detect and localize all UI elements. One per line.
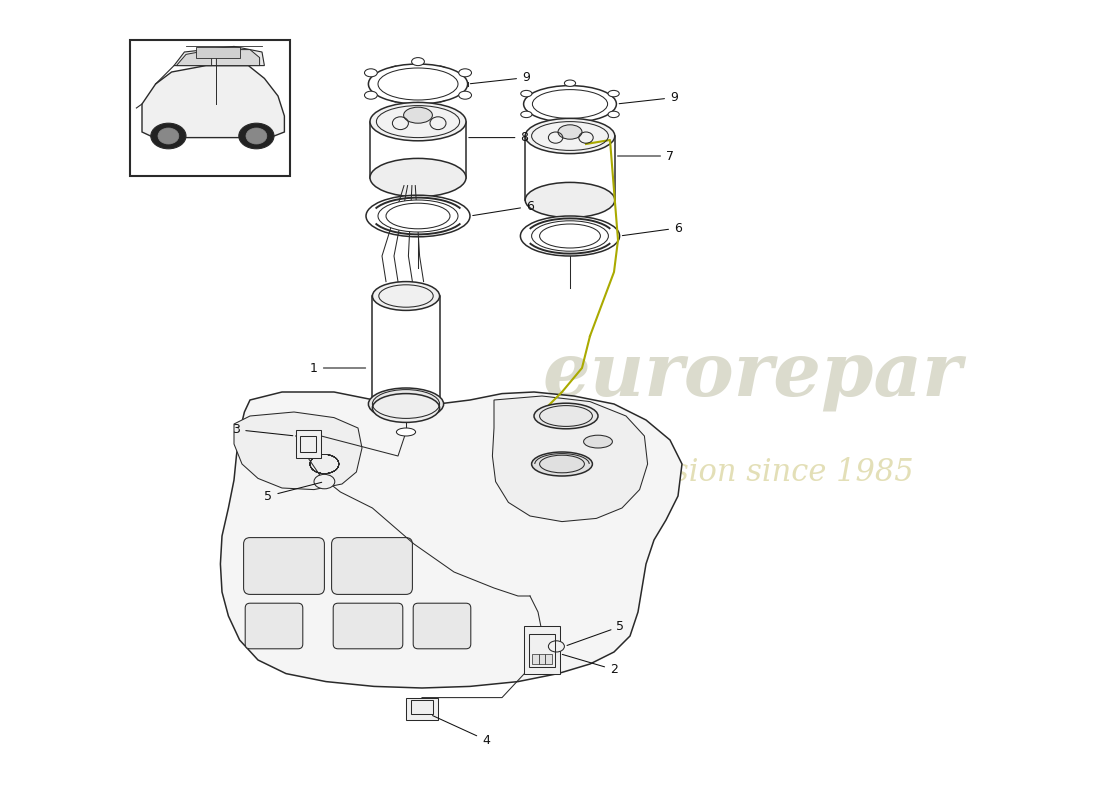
Text: 1: 1 [310,362,365,374]
FancyBboxPatch shape [331,538,412,594]
Bar [130,40,290,176]
Text: 9: 9 [471,71,530,84]
Polygon shape [234,412,362,490]
Text: 9: 9 [619,91,678,104]
Text: 6: 6 [473,200,534,215]
Text: 3: 3 [232,423,293,436]
Ellipse shape [534,403,598,429]
FancyBboxPatch shape [333,603,403,649]
FancyBboxPatch shape [245,603,302,649]
Bar [410,700,433,714]
Bar [406,698,438,720]
Bar [196,47,240,58]
Ellipse shape [370,158,466,197]
FancyBboxPatch shape [243,538,324,594]
Polygon shape [217,50,260,66]
Ellipse shape [525,182,615,218]
Polygon shape [142,66,285,138]
Text: a passion since 1985: a passion since 1985 [592,457,913,487]
Ellipse shape [366,195,470,237]
Ellipse shape [558,125,582,139]
Ellipse shape [364,91,377,99]
Ellipse shape [531,452,593,476]
Ellipse shape [584,435,613,448]
Text: 5: 5 [264,482,321,502]
Bar [296,430,321,458]
Ellipse shape [246,128,267,144]
Ellipse shape [370,102,466,141]
Bar [529,634,554,667]
FancyBboxPatch shape [414,603,471,649]
Ellipse shape [373,282,440,310]
Text: 2: 2 [562,654,618,676]
Ellipse shape [151,123,186,149]
Ellipse shape [549,641,564,652]
Bar [539,654,546,664]
Polygon shape [174,46,264,66]
Ellipse shape [608,90,619,97]
Ellipse shape [564,80,575,86]
Polygon shape [220,392,682,688]
Text: 6: 6 [623,222,682,236]
Text: eurorepar: eurorepar [542,340,962,412]
Ellipse shape [158,128,179,144]
Ellipse shape [459,69,472,77]
Ellipse shape [608,111,619,118]
Ellipse shape [411,58,425,66]
Text: 8: 8 [469,131,528,144]
Text: 5: 5 [566,620,625,646]
Polygon shape [176,50,211,66]
Ellipse shape [314,474,334,489]
Ellipse shape [411,102,425,110]
Ellipse shape [368,388,443,420]
Text: 7: 7 [617,150,674,162]
Ellipse shape [378,200,458,232]
Bar [525,626,560,674]
Bar [546,654,551,664]
Ellipse shape [373,394,440,422]
Ellipse shape [525,118,615,154]
Ellipse shape [520,90,532,97]
Ellipse shape [459,91,472,99]
Ellipse shape [364,69,377,77]
Ellipse shape [564,122,575,128]
Ellipse shape [404,107,432,123]
Ellipse shape [524,86,616,122]
Text: 4: 4 [432,715,490,746]
Bar [300,436,317,452]
Ellipse shape [396,428,416,436]
Ellipse shape [368,64,468,104]
Ellipse shape [520,216,619,256]
Ellipse shape [520,111,532,118]
Ellipse shape [239,123,274,149]
Ellipse shape [531,221,608,251]
Polygon shape [493,396,648,522]
Bar [532,654,539,664]
